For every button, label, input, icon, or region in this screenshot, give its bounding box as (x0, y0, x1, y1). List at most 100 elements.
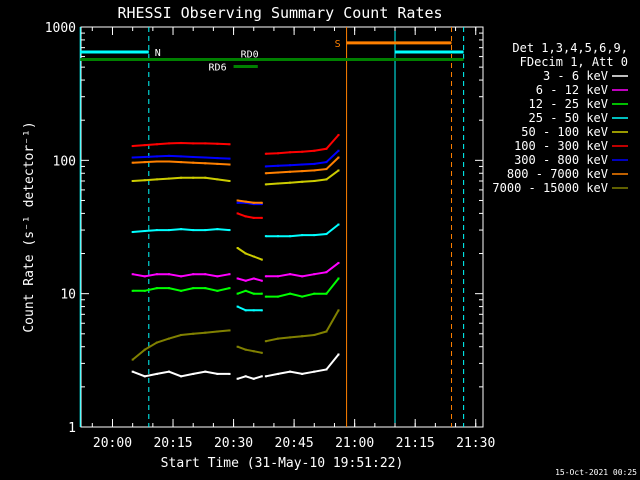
data-point (155, 155, 158, 158)
data-point (264, 152, 267, 155)
data-point (325, 368, 328, 371)
data-point (236, 199, 239, 202)
data-point (143, 348, 146, 351)
data-point (204, 229, 207, 232)
data-point (301, 170, 304, 173)
data-point (276, 235, 279, 238)
series-line-3 (237, 305, 262, 312)
data-point (143, 275, 146, 278)
x-tick-label: 20:15 (153, 436, 192, 451)
data-point (216, 289, 219, 292)
data-point (131, 231, 134, 234)
data-point (180, 289, 183, 292)
data-point (337, 133, 340, 136)
legend-header-line: Det 1,3,4,5,6,9, (512, 41, 628, 55)
data-point (244, 309, 247, 312)
data-point (244, 201, 247, 204)
data-point (131, 273, 134, 276)
legend-label: 25 - 50 keV (529, 111, 608, 125)
data-point (313, 234, 316, 237)
data-point (244, 348, 247, 351)
series-line-8 (237, 345, 262, 354)
data-point (180, 228, 183, 231)
data-point (155, 229, 158, 232)
data-point (264, 165, 267, 168)
data-point (276, 295, 279, 298)
legend-label: 800 - 7000 keV (507, 167, 608, 181)
data-point (337, 149, 340, 152)
data-point (264, 235, 267, 238)
data-point (260, 375, 263, 378)
data-point (301, 372, 304, 375)
legend-label: 12 - 25 keV (529, 97, 608, 111)
data-point (244, 215, 247, 218)
legend-label: 6 - 12 keV (536, 83, 608, 97)
data-point (252, 277, 255, 280)
data-point (289, 336, 292, 339)
data-point (236, 247, 239, 250)
data-point (131, 156, 134, 159)
data-point (143, 179, 146, 182)
data-point (204, 287, 207, 290)
data-point (143, 144, 146, 147)
data-point (337, 261, 340, 264)
data-point (143, 155, 146, 158)
data-point (192, 155, 195, 158)
data-point (260, 309, 263, 312)
data-point (180, 375, 183, 378)
data-point (131, 179, 134, 182)
data-point (167, 287, 170, 290)
data-point (155, 341, 158, 344)
data-point (260, 351, 263, 354)
data-point (252, 201, 255, 204)
data-point (264, 340, 267, 343)
data-point (325, 330, 328, 333)
data-point (192, 273, 195, 276)
rd0-bar-label: RD0 (241, 50, 259, 61)
data-point (289, 273, 292, 276)
data-point (236, 292, 239, 295)
series-line-5 (237, 212, 262, 219)
data-point (325, 233, 328, 236)
data-point (167, 160, 170, 163)
y-tick-label: 100 (53, 154, 76, 169)
data-point (228, 287, 231, 290)
data-point (252, 255, 255, 258)
data-point (289, 235, 292, 238)
data-point (180, 155, 183, 158)
data-point (167, 337, 170, 340)
data-point (192, 161, 195, 164)
data-point (252, 216, 255, 219)
data-point (264, 375, 267, 378)
data-point (204, 162, 207, 165)
data-point (236, 305, 239, 308)
data-point (192, 176, 195, 179)
plot-frame (80, 26, 484, 428)
series-line-1 (237, 277, 263, 282)
data-point (244, 289, 247, 292)
data-point (155, 372, 158, 375)
data-point (236, 201, 239, 204)
chart-title: RHESSI Observing Summary Count Rates (117, 4, 442, 22)
footer-date: 15-Oct-2021 00:25 (555, 468, 637, 477)
series-layer (131, 133, 340, 380)
data-point (167, 154, 170, 157)
data-point (204, 273, 207, 276)
data-point (228, 329, 231, 332)
night-bar-label: N (155, 48, 161, 59)
data-point (155, 160, 158, 163)
data-point (155, 143, 158, 146)
data-point (289, 170, 292, 173)
x-tick-label: 21:30 (456, 436, 495, 451)
series-line-6 (237, 201, 262, 206)
data-point (260, 292, 263, 295)
legend-header-line: FDecim 1, Att 0 (520, 55, 628, 69)
data-point (236, 377, 239, 380)
data-point (180, 161, 183, 164)
data-point (228, 163, 231, 166)
data-point (337, 277, 340, 280)
x-tick-label: 20:00 (93, 436, 132, 451)
data-point (228, 179, 231, 182)
data-point (301, 295, 304, 298)
data-point (204, 156, 207, 159)
